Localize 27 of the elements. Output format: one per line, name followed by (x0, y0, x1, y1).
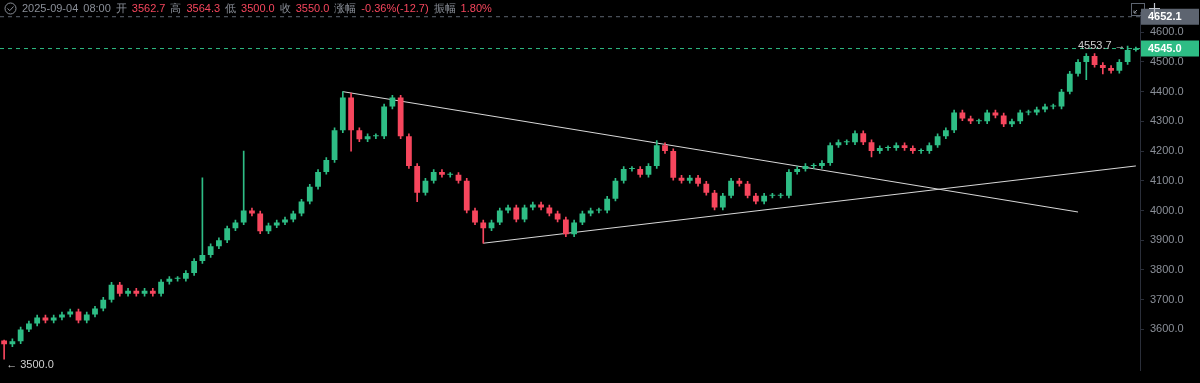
candlestick (1099, 62, 1106, 75)
candlestick (843, 139, 850, 145)
candlestick (885, 145, 891, 151)
y-tick-label: 4400.0 (1150, 84, 1184, 97)
candlestick (629, 166, 635, 172)
candlestick (447, 172, 454, 178)
chart-title: 2025-09-04 08:00 开 3562.7 高 3564.3 低 3500.0 收 3550.0 涨幅 -0.36%(-12.7) 振幅 1.80% (22, 2, 492, 15)
y-tick-label: 4300.0 (1150, 114, 1184, 127)
candlestick (810, 163, 817, 169)
y-tick-label: 4500.0 (1150, 54, 1184, 67)
ref-line-label: 4652.1 (1148, 9, 1182, 22)
candlestick (240, 150, 247, 226)
y-tick-label: 3900.0 (1150, 233, 1184, 246)
candlestick (480, 219, 487, 244)
candlestick (1083, 53, 1090, 81)
annotation: ← 3500.0 (6, 358, 54, 371)
y-tick-label: 4600.0 (1150, 25, 1184, 38)
candlestick (1, 339, 8, 360)
y-tick-label: 4000.0 (1150, 203, 1184, 216)
y-tick-label: 3600.0 (1150, 322, 1184, 335)
candlestick (918, 148, 924, 154)
y-tick-label: 4200.0 (1150, 144, 1184, 157)
y-tick-label: 3700.0 (1150, 292, 1184, 305)
annotation: 4553.7 → (1077, 39, 1126, 51)
ref-line-label: 4545.0 (1148, 41, 1182, 54)
y-tick-label: 4100.0 (1150, 173, 1184, 186)
y-tick-label: 3800.0 (1150, 262, 1184, 275)
